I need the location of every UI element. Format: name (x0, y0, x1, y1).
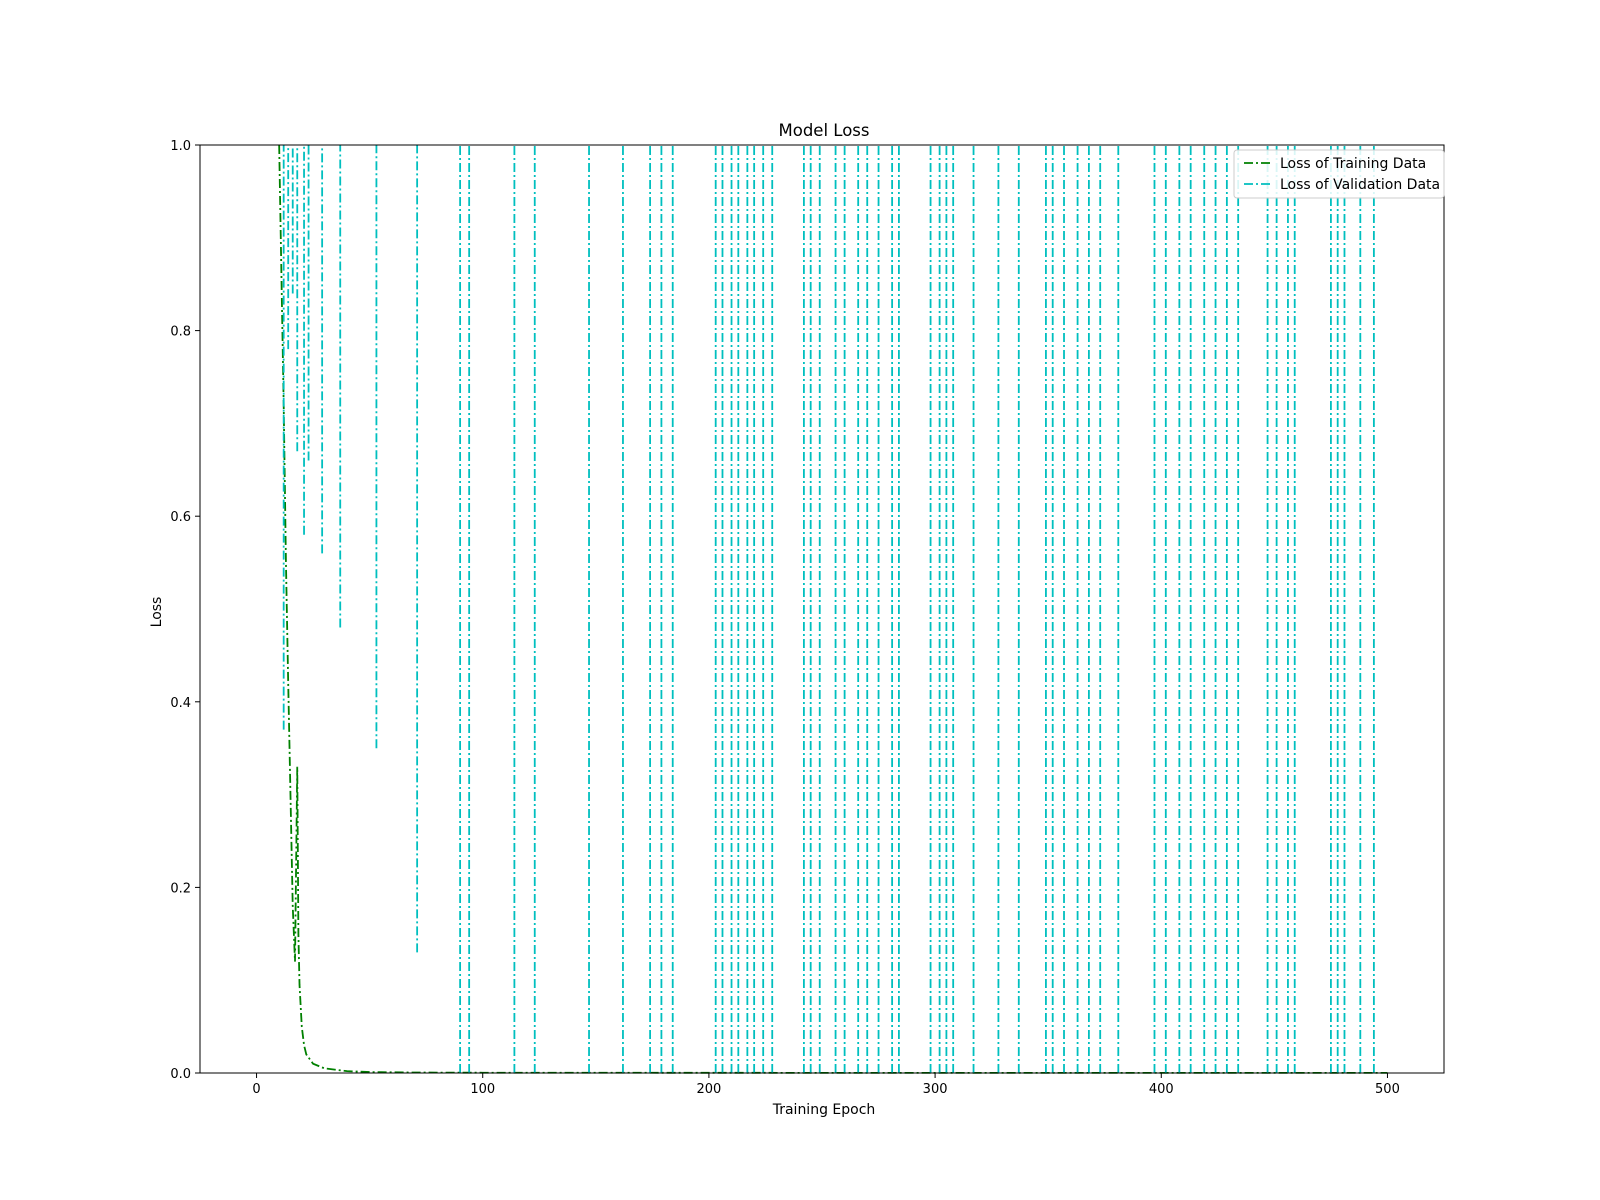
legend-box (1233, 149, 1445, 199)
y-tick-label: 0.4 (170, 696, 191, 711)
series-2 (282, 145, 1375, 1073)
legend-label-validation: Loss of Validation Data (1280, 177, 1440, 193)
x-axis-label: Training Epoch (772, 1102, 876, 1118)
y-axis-label: Loss (149, 597, 165, 628)
x-tick-label: 400 (1149, 1082, 1174, 1097)
y-axis: 0.0 0.2 0.4 0.6 0.8 1.0 (170, 139, 200, 1082)
series-layer (278, 144, 1388, 1074)
plot-area (199, 144, 1445, 1074)
x-tick-label: 100 (470, 1082, 495, 1097)
series-1 (278, 144, 1388, 1074)
training-loss-line (278, 144, 1388, 1074)
y-tick-label: 0.0 (170, 1067, 191, 1082)
x-tick-label: 500 (1375, 1082, 1400, 1097)
x-tick-label: 0 (252, 1082, 260, 1097)
y-tick-label: 0.6 (170, 510, 191, 525)
chart-title: Model Loss (779, 121, 870, 140)
y-tick-label: 0.8 (170, 325, 191, 340)
legend-label-training: Loss of Training Data (1280, 156, 1426, 172)
x-axis: 0 100 200 300 400 500 (252, 1073, 1400, 1097)
legend: Loss of Training Data Loss of Validation… (1233, 149, 1445, 199)
y-tick-label: 0.2 (170, 881, 191, 896)
plot-background (200, 145, 1444, 1073)
x-tick-label: 200 (696, 1082, 721, 1097)
x-tick-label: 300 (923, 1082, 948, 1097)
plot-frame (199, 144, 1445, 1074)
y-tick-label: 1.0 (170, 139, 191, 154)
